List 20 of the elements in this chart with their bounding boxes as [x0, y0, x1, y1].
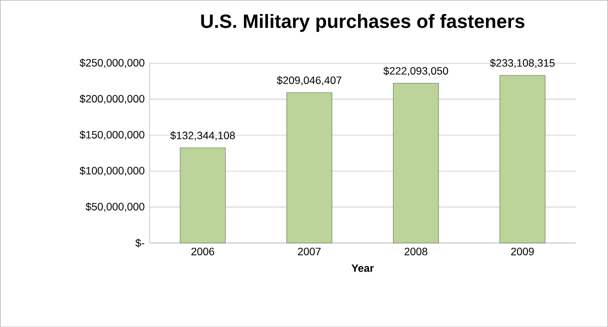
- y-tick-label: $50,000,000: [86, 202, 144, 212]
- y-tick-label: $200,000,000: [80, 94, 144, 104]
- data-label: $222,093,050: [383, 66, 448, 76]
- chart-title: U.S. Military purchases of fasteners: [201, 14, 524, 32]
- y-tick-label: $100,000,000: [80, 166, 144, 176]
- y-tick-label: $250,000,000: [80, 58, 144, 68]
- y-tick-label: $-: [135, 238, 144, 248]
- y-tick-label: $150,000,000: [80, 130, 144, 140]
- data-label: $233,108,315: [490, 58, 555, 68]
- data-label: $209,046,407: [276, 76, 342, 86]
- x-tick-label: 2009: [511, 248, 534, 256]
- bar: [286, 92, 332, 244]
- x-tick-label: 2008: [404, 248, 428, 256]
- bar: [500, 74, 546, 244]
- x-axis-title: Year: [352, 264, 374, 272]
- x-tick-label: 2006: [191, 248, 214, 256]
- x-tick-label: 2007: [298, 248, 321, 256]
- data-label: $132,344,108: [170, 131, 235, 140]
- bar: [392, 82, 439, 244]
- bar: [180, 147, 226, 244]
